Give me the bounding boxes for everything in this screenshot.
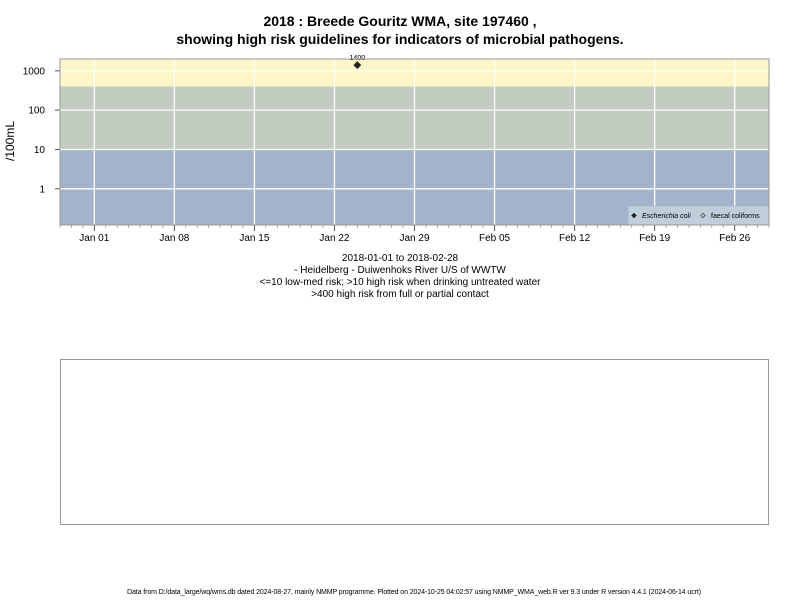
- chart-title-line-1: 2018 : Breede Gouritz WMA, site 197460 ,: [263, 13, 537, 29]
- chart-title-line-2: showing high risk guidelines for indicat…: [176, 31, 624, 47]
- x-tick-label: Jan 22: [319, 233, 349, 244]
- caption-guideline-1: <=10 low-med risk; >10 high risk when dr…: [259, 277, 541, 288]
- x-tick-label: Feb 26: [719, 233, 751, 244]
- legend-entry: Escherichia coli: [642, 213, 691, 220]
- y-tick-label: 1: [39, 184, 45, 195]
- x-tick-label: Jan 01: [79, 233, 109, 244]
- plot-frame: [59, 58, 770, 226]
- x-tick-label: Feb 12: [559, 233, 591, 244]
- caption-date-range: 2018-01-01 to 2018-02-28: [341, 253, 459, 264]
- y-axis-label: /100mL: [3, 121, 17, 161]
- footer-note: Data from D:/data_large/wq/wms.db dated …: [127, 589, 701, 596]
- legend-marker: [631, 212, 637, 219]
- x-tick-label: Feb 19: [639, 233, 671, 244]
- y-tick-label: 1000: [23, 66, 46, 77]
- legend-marker: [700, 212, 706, 219]
- x-tick-label: Jan 15: [239, 233, 269, 244]
- x-tick-label: Jan 29: [399, 233, 429, 244]
- y-tick-label: 100: [28, 106, 45, 117]
- x-tick-label: Feb 05: [479, 233, 511, 244]
- legend-entry: faecal coliforms: [711, 213, 760, 220]
- empty-chart-panel: [60, 359, 769, 525]
- data-point: [353, 61, 362, 69]
- caption-guideline-2: >400 high risk from full or partial cont…: [311, 289, 489, 300]
- y-tick-label: 10: [34, 145, 46, 156]
- caption-site: - Heidelberg - Duiwenhoks River U/S of W…: [294, 265, 506, 276]
- x-tick-label: Jan 08: [159, 233, 189, 244]
